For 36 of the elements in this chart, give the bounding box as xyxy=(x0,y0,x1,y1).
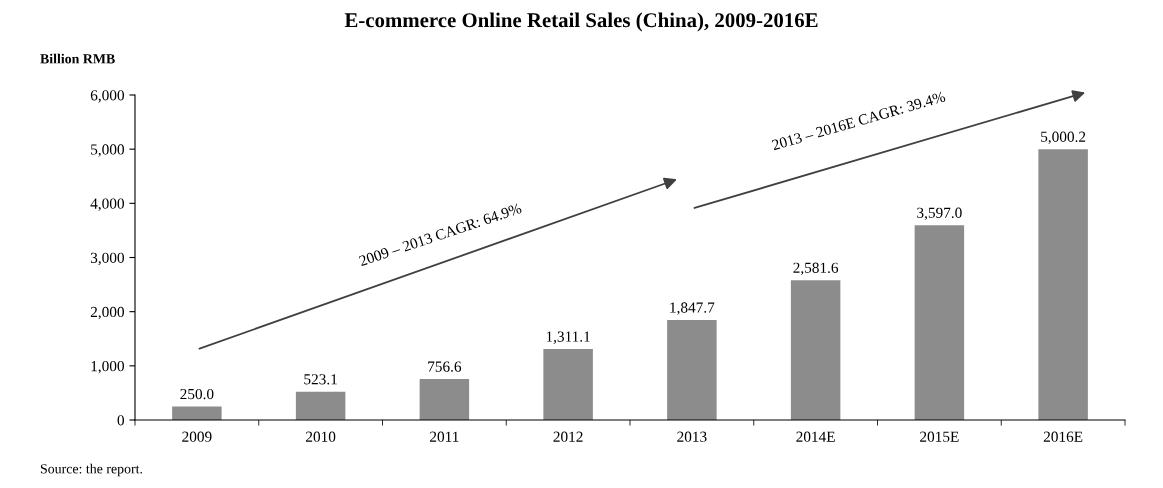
data-label: 1,847.7 xyxy=(670,302,715,315)
bar xyxy=(914,225,965,420)
y-tick-label: 1,000 xyxy=(91,360,124,374)
x-tick-label: 2009 xyxy=(182,431,212,442)
bar xyxy=(1038,149,1088,420)
x-tick-label: 2016E xyxy=(1043,431,1083,442)
data-label: 250.0 xyxy=(180,388,214,400)
bar xyxy=(295,391,346,420)
chart-title: E-commerce Online Retail Sales (China), 2009-2016E xyxy=(344,12,818,32)
x-tick-label: 2013 xyxy=(677,431,707,442)
bar xyxy=(172,406,222,420)
bar xyxy=(790,280,841,420)
y-tick-label: 0 xyxy=(117,415,124,426)
y-tick-label: 5,000 xyxy=(91,144,124,157)
x-tick-label: 2014E xyxy=(796,431,835,442)
y-tick-label: 3,000 xyxy=(90,252,124,266)
x-tick-label: 2015E xyxy=(920,431,959,442)
y-tick-label: 2,000 xyxy=(90,306,124,320)
data-label: 756.6 xyxy=(428,361,462,372)
annotation: 2013 – 2016E CAGR: 39.4% xyxy=(771,91,946,151)
source-note: Source: the report. xyxy=(40,463,143,477)
x-tick-label: 2012 xyxy=(553,431,583,442)
y-tick-label: 6,000 xyxy=(90,90,124,103)
y-tick-label: 4,000 xyxy=(90,198,124,211)
bar xyxy=(667,319,717,420)
x-tick-label: 2011 xyxy=(430,431,459,442)
data-label: 1,311.1 xyxy=(546,331,590,344)
x-tick-label: 2010 xyxy=(306,431,336,442)
data-label: 5,000.2 xyxy=(1041,131,1086,145)
data-label: 523.1 xyxy=(304,374,337,385)
y-axis-title: Billion RMB xyxy=(40,53,115,64)
bar xyxy=(419,379,470,420)
bar xyxy=(543,348,593,420)
data-label: 3,597.0 xyxy=(917,207,962,221)
annotation: 2009 – 2013 CAGR: 64.9% xyxy=(358,202,523,267)
data-label: 2,581.6 xyxy=(793,262,839,276)
